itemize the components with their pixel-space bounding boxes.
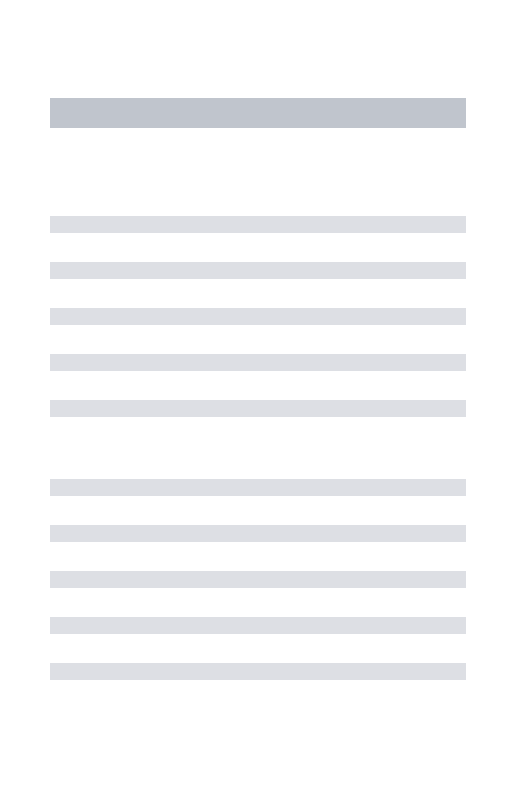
text-line-placeholder (50, 308, 466, 325)
text-line-placeholder (50, 525, 466, 542)
text-block-placeholder (50, 216, 466, 417)
text-line-placeholder (50, 262, 466, 279)
text-line-placeholder (50, 216, 466, 233)
text-block-placeholder (50, 479, 466, 680)
text-line-placeholder (50, 479, 466, 496)
header-placeholder-bar (50, 98, 466, 128)
text-line-placeholder (50, 354, 466, 371)
text-line-placeholder (50, 617, 466, 634)
text-line-placeholder (50, 663, 466, 680)
text-line-placeholder (50, 400, 466, 417)
text-line-placeholder (50, 571, 466, 588)
document-skeleton (0, 98, 516, 680)
